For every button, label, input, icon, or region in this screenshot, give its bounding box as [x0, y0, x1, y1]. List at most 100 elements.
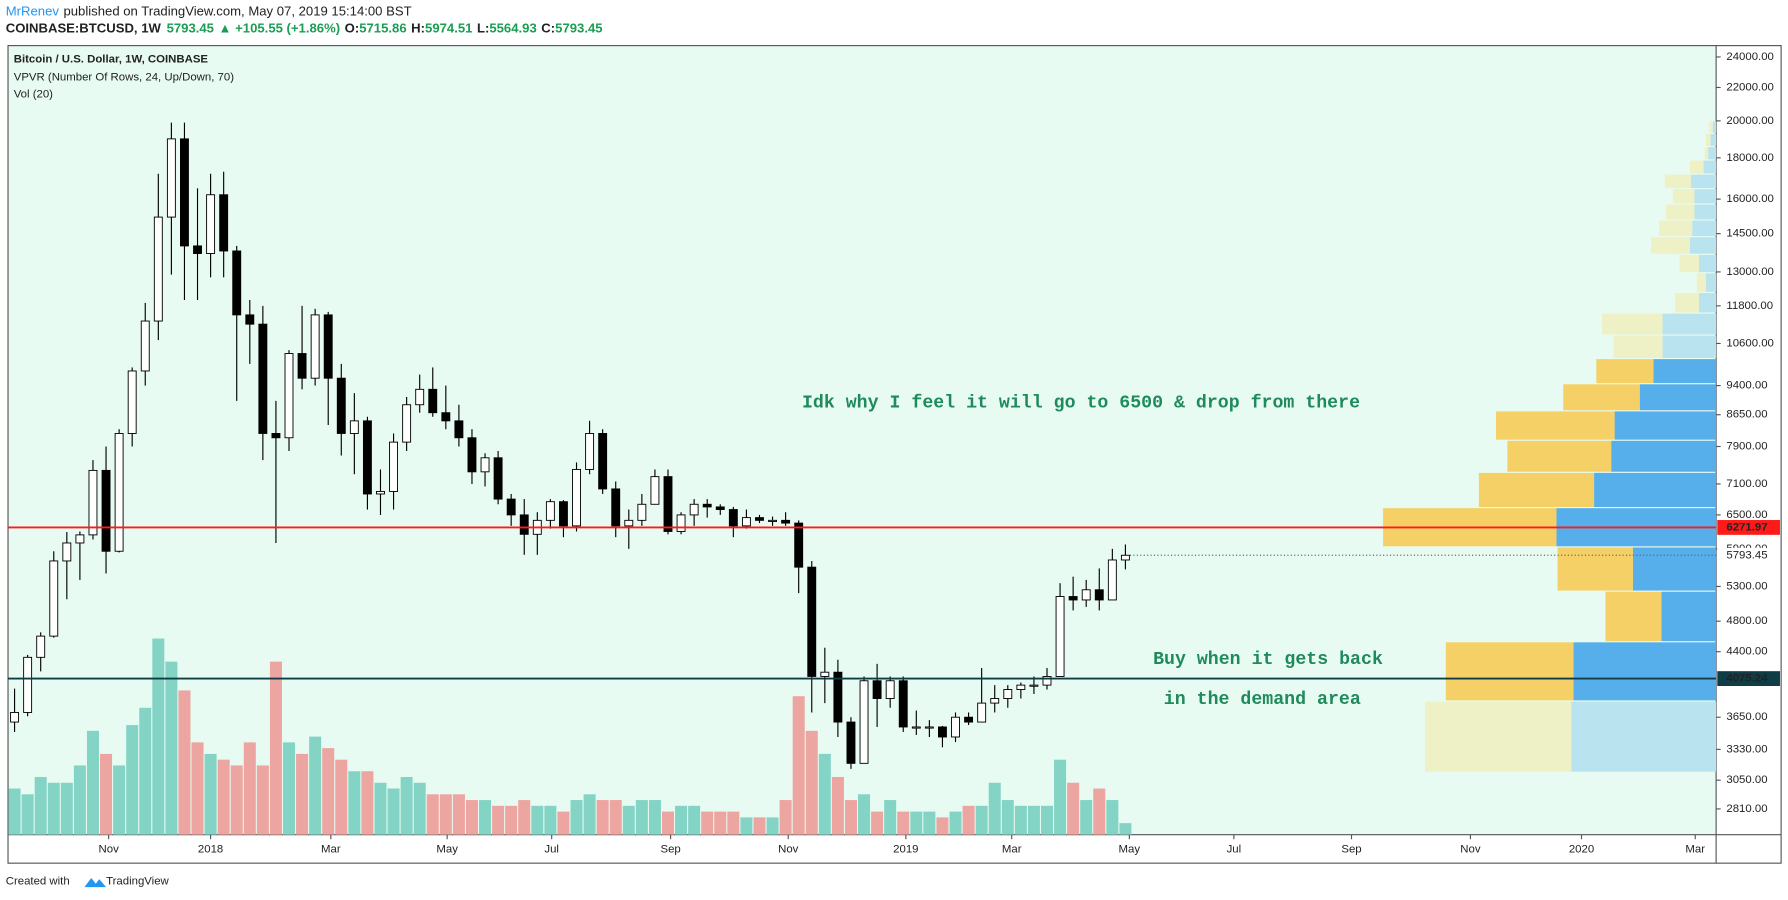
vpvr-up — [1699, 292, 1717, 313]
volume-bar — [400, 776, 413, 835]
volume-bar — [831, 776, 844, 835]
candle-body — [454, 420, 464, 439]
y-tick-label: 3050.00 — [1726, 774, 1767, 786]
volume-bar — [923, 811, 936, 835]
price-tag — [1717, 671, 1780, 686]
vpvr-down — [1659, 220, 1693, 237]
candle-body — [349, 420, 359, 434]
candle-body — [362, 420, 372, 495]
volume-bar — [374, 782, 387, 835]
candle-body — [1055, 596, 1065, 677]
candle-body — [741, 517, 751, 527]
volume-bar — [622, 805, 635, 835]
vpvr-down — [1696, 273, 1706, 292]
candle-body — [977, 702, 987, 723]
candle-body — [859, 680, 869, 764]
vpvr-up — [1710, 134, 1717, 146]
chart-title: Bitcoin / U.S. Dollar, 1W, COINBASE — [14, 53, 209, 65]
x-tick-label: Mar — [1685, 844, 1705, 856]
volume-bar — [988, 782, 1001, 835]
volume-bar — [544, 805, 557, 835]
candle-body — [545, 501, 555, 521]
volume-bar — [60, 782, 73, 835]
candle-body — [180, 138, 189, 247]
x-tick-label: 2020 — [1569, 844, 1594, 856]
candle-body — [519, 514, 529, 535]
candle-body — [611, 488, 621, 527]
indicator-label: Vol (20) — [14, 89, 53, 101]
ohlc-label: O: — [345, 21, 360, 36]
vpvr-down — [1557, 547, 1633, 591]
y-tick-label: 16000.00 — [1726, 193, 1774, 205]
price-tag-label: 4075.24 — [1726, 673, 1768, 685]
candle-body — [885, 680, 895, 699]
volume-bar — [975, 805, 988, 835]
volume-bar — [100, 753, 113, 835]
volume-bar — [740, 817, 753, 835]
candle-body — [467, 437, 477, 473]
volume-bar — [596, 800, 609, 835]
candle-body — [1016, 684, 1026, 690]
volume-bar — [531, 805, 544, 835]
volume-bar — [348, 771, 361, 835]
candle-body — [389, 441, 399, 492]
y-tick-label: 3330.00 — [1726, 743, 1767, 755]
volume-bar — [557, 811, 570, 835]
volume-bar — [884, 800, 897, 835]
vpvr-up — [1662, 313, 1717, 335]
x-tick-label: Sep — [1341, 844, 1361, 856]
vpvr-up — [1661, 591, 1717, 642]
candle-body — [10, 711, 20, 723]
volume-bar — [8, 788, 21, 835]
vpvr-down — [1425, 701, 1572, 772]
footer-brand[interactable]: TradingView — [106, 875, 169, 887]
volume-bar — [753, 817, 766, 835]
volume-bar — [661, 811, 675, 835]
volume-bar — [387, 788, 400, 835]
candle-body — [323, 314, 333, 379]
volume-bar — [1080, 800, 1093, 835]
vpvr-down — [1704, 147, 1709, 160]
volume-bar — [191, 742, 204, 835]
volume-bar — [1001, 800, 1014, 835]
published: published on TradingView.com, May 07, 20… — [63, 4, 411, 19]
y-tick-label: 18000.00 — [1726, 152, 1774, 164]
volume-bar — [282, 742, 296, 835]
candle-body — [114, 433, 124, 552]
candle-body — [271, 433, 281, 439]
candle-body — [872, 680, 882, 699]
volume-bar — [844, 800, 857, 835]
volume-bar — [139, 707, 152, 835]
header-line: MrRenev published on TradingView.com, May… — [6, 4, 412, 19]
x-tick-label: Mar — [321, 844, 341, 856]
y-tick-label: 6500.00 — [1726, 509, 1767, 521]
vpvr-up — [1705, 273, 1717, 292]
y-tick-label: 9400.00 — [1726, 380, 1767, 392]
volume-bar — [113, 765, 126, 835]
volume-bar — [949, 811, 962, 835]
vpvr-up — [1573, 642, 1717, 701]
x-tick-label: 2018 — [198, 844, 223, 856]
ohlc-value: 5974.51 — [425, 21, 472, 36]
vpvr-up — [1708, 147, 1717, 160]
volume-bar — [413, 782, 426, 835]
volume-bar — [86, 730, 99, 835]
volume-bar — [792, 696, 805, 835]
vpvr-up — [1712, 121, 1717, 133]
ohlc-value: 5793.45 — [555, 21, 602, 36]
volume-bar — [871, 811, 884, 835]
volume-bar — [635, 800, 648, 835]
candle-body — [898, 680, 908, 728]
vpvr-up — [1662, 335, 1717, 358]
x-tick-label: May — [1119, 844, 1141, 856]
candle-body — [937, 726, 947, 738]
vpvr-down — [1672, 189, 1695, 204]
x-tick-label: Sep — [660, 844, 680, 856]
author[interactable]: MrRenev — [6, 4, 60, 19]
vpvr-up — [1632, 547, 1717, 591]
y-tick-label: 22000.00 — [1726, 81, 1774, 93]
x-tick-label: May — [436, 844, 458, 856]
candle-body — [166, 138, 176, 218]
vpvr-up — [1703, 160, 1717, 174]
